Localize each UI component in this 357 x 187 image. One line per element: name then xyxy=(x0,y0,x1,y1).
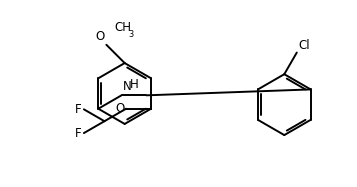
Text: F: F xyxy=(75,127,82,140)
Text: CH: CH xyxy=(115,21,131,34)
Text: 3: 3 xyxy=(129,30,134,39)
Text: O: O xyxy=(96,30,105,43)
Text: H: H xyxy=(130,77,139,91)
Text: F: F xyxy=(75,103,82,116)
Text: Cl: Cl xyxy=(298,39,310,52)
Text: N: N xyxy=(123,80,132,94)
Text: O: O xyxy=(115,102,125,115)
